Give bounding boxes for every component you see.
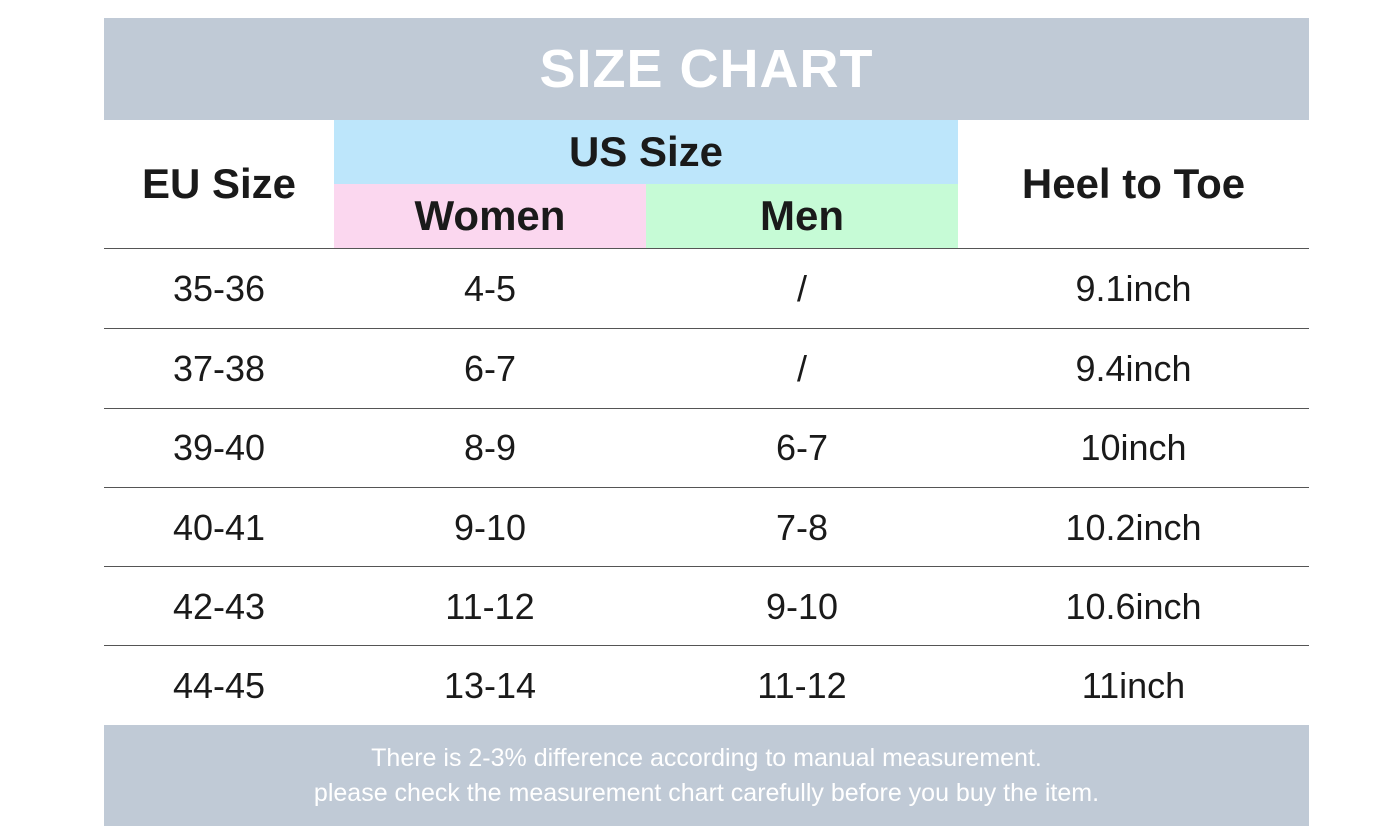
divider bbox=[104, 248, 1309, 249]
table-row: 42-43 11-12 9-10 10.6inch bbox=[104, 567, 1309, 646]
cell-women-size: 9-10 bbox=[453, 506, 527, 548]
cell-women-size: 6-7 bbox=[463, 347, 517, 389]
table-row: 40-41 9-10 7-8 10.2inch bbox=[104, 488, 1309, 567]
cell-men-size: 11-12 bbox=[757, 664, 847, 706]
measurement-note: There is 2-3% difference according to ma… bbox=[104, 725, 1309, 826]
header-us-size: US Size bbox=[334, 120, 958, 184]
table-row: 35-36 4-5 / 9.1inch bbox=[104, 249, 1309, 328]
chart-title: SIZE CHART bbox=[104, 18, 1309, 120]
header-heel-to-toe: Heel to Toe bbox=[958, 120, 1309, 248]
note-line-1: There is 2-3% difference according to ma… bbox=[371, 743, 1042, 772]
table-row: 44-45 13-14 11-12 11inch bbox=[104, 646, 1309, 725]
header-women: Women bbox=[334, 184, 646, 248]
cell-eu-size: 44-45 bbox=[172, 664, 266, 706]
divider bbox=[104, 487, 1309, 488]
cell-men-size: / bbox=[796, 267, 807, 309]
divider bbox=[104, 408, 1309, 409]
cell-eu-size: 35-36 bbox=[172, 267, 266, 309]
cell-women-size: 8-9 bbox=[463, 426, 517, 468]
cell-eu-size: 37-38 bbox=[172, 347, 266, 389]
cell-men-size: 7-8 bbox=[775, 506, 829, 548]
cell-women-size: 4-5 bbox=[463, 267, 517, 309]
divider bbox=[104, 645, 1309, 646]
cell-women-size: 13-14 bbox=[443, 664, 537, 706]
cell-men-size: / bbox=[796, 347, 807, 389]
cell-women-size: 11-12 bbox=[445, 585, 535, 627]
cell-men-size: 6-7 bbox=[775, 426, 829, 468]
cell-eu-size: 40-41 bbox=[172, 506, 266, 548]
cell-heel-to-toe: 10.2inch bbox=[1065, 506, 1202, 548]
cell-eu-size: 39-40 bbox=[172, 426, 266, 468]
cell-men-size: 9-10 bbox=[765, 585, 839, 627]
cell-eu-size: 42-43 bbox=[172, 585, 266, 627]
cell-heel-to-toe: 9.1inch bbox=[1075, 267, 1192, 309]
cell-heel-to-toe: 10inch bbox=[1080, 426, 1187, 468]
divider bbox=[104, 328, 1309, 329]
table-row: 37-38 6-7 / 9.4inch bbox=[104, 329, 1309, 408]
cell-heel-to-toe: 9.4inch bbox=[1075, 347, 1192, 389]
size-chart: SIZE CHART EU Size US Size Women Men Hee… bbox=[104, 18, 1309, 826]
cell-heel-to-toe: 10.6inch bbox=[1065, 585, 1202, 627]
header-men: Men bbox=[646, 184, 958, 248]
table-row: 39-40 8-9 6-7 10inch bbox=[104, 408, 1309, 487]
note-line-2: please check the measurement chart caref… bbox=[313, 778, 1100, 807]
header-eu-size: EU Size bbox=[104, 120, 334, 248]
divider bbox=[104, 566, 1309, 567]
cell-heel-to-toe: 11inch bbox=[1081, 664, 1186, 706]
